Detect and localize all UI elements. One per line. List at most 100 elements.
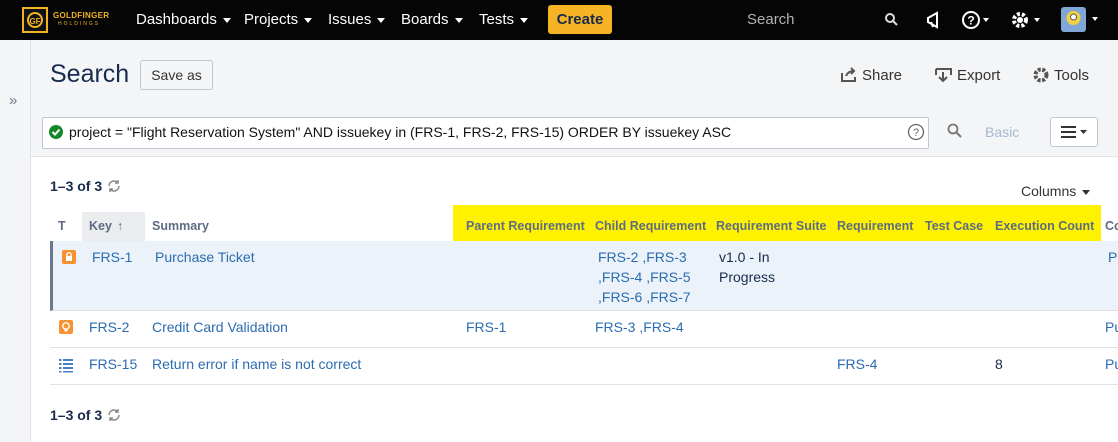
export-button[interactable]: Export: [957, 67, 1001, 84]
issue-row[interactable]: FRS-15 Return error if name is not correc…: [50, 348, 1118, 385]
export-icon[interactable]: [935, 67, 953, 83]
query-help-icon[interactable]: ?: [907, 123, 925, 141]
share-button[interactable]: Share: [862, 67, 903, 84]
column-header[interactable]: Co: [1105, 219, 1118, 233]
basic-toggle[interactable]: Basic: [985, 124, 1020, 140]
cell-co[interactable]: Pu: [1105, 319, 1118, 335]
svg-text:?: ?: [967, 14, 974, 28]
sidebar: »: [0, 40, 31, 442]
issue-type-icon: [58, 319, 74, 340]
cell-summary[interactable]: Return error if name is not correct: [152, 356, 362, 372]
logo-text[interactable]: GOLDFINGER: [53, 11, 110, 20]
caret: [377, 17, 386, 23]
column-header[interactable]: Parent Requirement: [466, 219, 585, 233]
column-header-label[interactable]: Execution Count: [995, 219, 1095, 233]
column-header-label[interactable]: Requirement Suite: [716, 219, 827, 233]
nav-menu-label[interactable]: Projects: [244, 11, 299, 28]
column-header[interactable]: Requirement Suite: [716, 219, 826, 233]
column-header[interactable]: T: [58, 219, 66, 233]
issue-row[interactable]: FRS-1 Purchase Ticket FRS-2 ,FRS-3 ,FRS-4 …: [50, 241, 1118, 311]
issue-row[interactable]: FRS-2 Credit Card Validation FRS-1 FRS-3 ,F…: [50, 311, 1118, 348]
column-header-label[interactable]: Requirement: [837, 219, 914, 233]
save-as-button[interactable]: Save as: [140, 60, 213, 90]
jql-query[interactable]: project = "Flight Reservation System" AN…: [69, 124, 732, 140]
cell-key[interactable]: FRS-2: [89, 319, 130, 335]
column-header[interactable]: Requirement: [837, 219, 913, 233]
nav-menu-item[interactable]: Projects: [244, 11, 313, 28]
tools-button[interactable]: Tools: [1054, 67, 1090, 84]
valid-icon: [49, 125, 63, 139]
issue-type-glyph: [59, 359, 73, 373]
column-header-label[interactable]: Summary: [152, 219, 209, 233]
refresh-icon[interactable]: [106, 178, 122, 194]
help-icon[interactable]: ?: [961, 10, 991, 30]
column-header-label[interactable]: Parent Requirement: [466, 219, 585, 233]
column-header[interactable]: Child Requirement: [595, 219, 706, 233]
view-menu-button[interactable]: [1050, 117, 1098, 147]
column-header-label[interactable]: Test Case: [925, 219, 984, 233]
column-header-label[interactable]: Key: [89, 219, 112, 233]
cell-child-requirement[interactable]: FRS-3 ,FRS-4: [595, 319, 684, 335]
nav-menu-label[interactable]: Boards: [401, 11, 449, 28]
tools-icon[interactable]: [1032, 66, 1050, 84]
cell-co[interactable]: Pu: [1108, 249, 1118, 265]
highlight-box: [453, 205, 1101, 242]
nav-menu-label[interactable]: Issues: [328, 11, 372, 28]
nav-menu-label[interactable]: Dashboards: [136, 11, 217, 28]
footer-refresh-icon[interactable]: [106, 407, 122, 423]
query-box[interactable]: [42, 117, 929, 149]
cell-key[interactable]: FRS-15: [89, 356, 138, 372]
sort-arrow: ↑: [116, 219, 124, 233]
caret: [304, 17, 313, 23]
result-count: 1–3 of 3: [50, 178, 103, 194]
issue-type-glyph: [59, 320, 73, 334]
nav-menu-label[interactable]: Tests: [479, 11, 515, 28]
settings-icon[interactable]: [1010, 9, 1042, 31]
cell-summary[interactable]: Purchase Ticket: [155, 249, 255, 265]
column-header[interactable]: Key ↑: [89, 219, 123, 233]
cell-requirement[interactable]: FRS-4: [837, 356, 878, 372]
columns-button[interactable]: Columns: [1021, 183, 1091, 199]
logo-icon[interactable]: GF: [22, 7, 48, 33]
column-header[interactable]: Execution Count: [995, 219, 1094, 233]
cell-requirement-suite: v1.0 - In Progress: [719, 249, 776, 285]
issue-type-glyph: [62, 250, 76, 264]
search-input[interactable]: Search: [747, 11, 795, 28]
column-header-label[interactable]: Co: [1105, 219, 1118, 233]
announce-icon[interactable]: [925, 10, 945, 30]
sorted-column-bg: [82, 212, 145, 241]
page-title: Search: [50, 60, 130, 88]
cell-child-requirement[interactable]: FRS-2 ,FRS-3 ,FRS-4 ,FRS-5 ,FRS-6 ,FRS-7: [598, 249, 691, 305]
cell-co[interactable]: Pu: [1105, 356, 1118, 372]
nav-menu-item[interactable]: Issues: [328, 11, 386, 28]
top-nav: GF GOLDFINGER HOLDINGS Dashboards Project…: [0, 0, 1118, 40]
column-header[interactable]: Summary: [152, 219, 209, 233]
svg-text:?: ?: [913, 127, 919, 139]
avatar[interactable]: [1061, 6, 1101, 34]
cell-parent-requirement[interactable]: FRS-1: [466, 319, 507, 335]
issue-type-icon: [61, 249, 77, 270]
cell-summary[interactable]: Credit Card Validation: [152, 319, 288, 335]
nav-menu-item[interactable]: Dashboards: [136, 11, 231, 28]
cell-key[interactable]: FRS-1: [92, 249, 133, 265]
columns-label[interactable]: Columns: [1021, 183, 1077, 199]
logo-subtext: HOLDINGS: [58, 21, 101, 27]
create-button[interactable]: Create: [548, 5, 612, 34]
query-search-icon[interactable]: [947, 123, 963, 139]
expand-sidebar[interactable]: »: [9, 92, 18, 109]
column-header[interactable]: Test Case: [925, 219, 983, 233]
footer-result-count: 1–3 of 3: [50, 407, 103, 423]
view-menu-icon: [1061, 126, 1087, 138]
caret: [520, 17, 529, 23]
column-header-label[interactable]: T: [58, 219, 66, 233]
search-icon[interactable]: [884, 12, 898, 26]
nav-menu-item[interactable]: Boards: [401, 11, 463, 28]
column-header-label[interactable]: Child Requirement: [595, 219, 707, 233]
nav-menu-item[interactable]: Tests: [479, 11, 529, 28]
share-icon[interactable]: [840, 67, 858, 83]
caret: [454, 17, 463, 23]
cell-execution-count: 8: [995, 356, 1003, 372]
svg-text:GF: GF: [29, 17, 40, 26]
issue-type-icon: [58, 357, 74, 378]
